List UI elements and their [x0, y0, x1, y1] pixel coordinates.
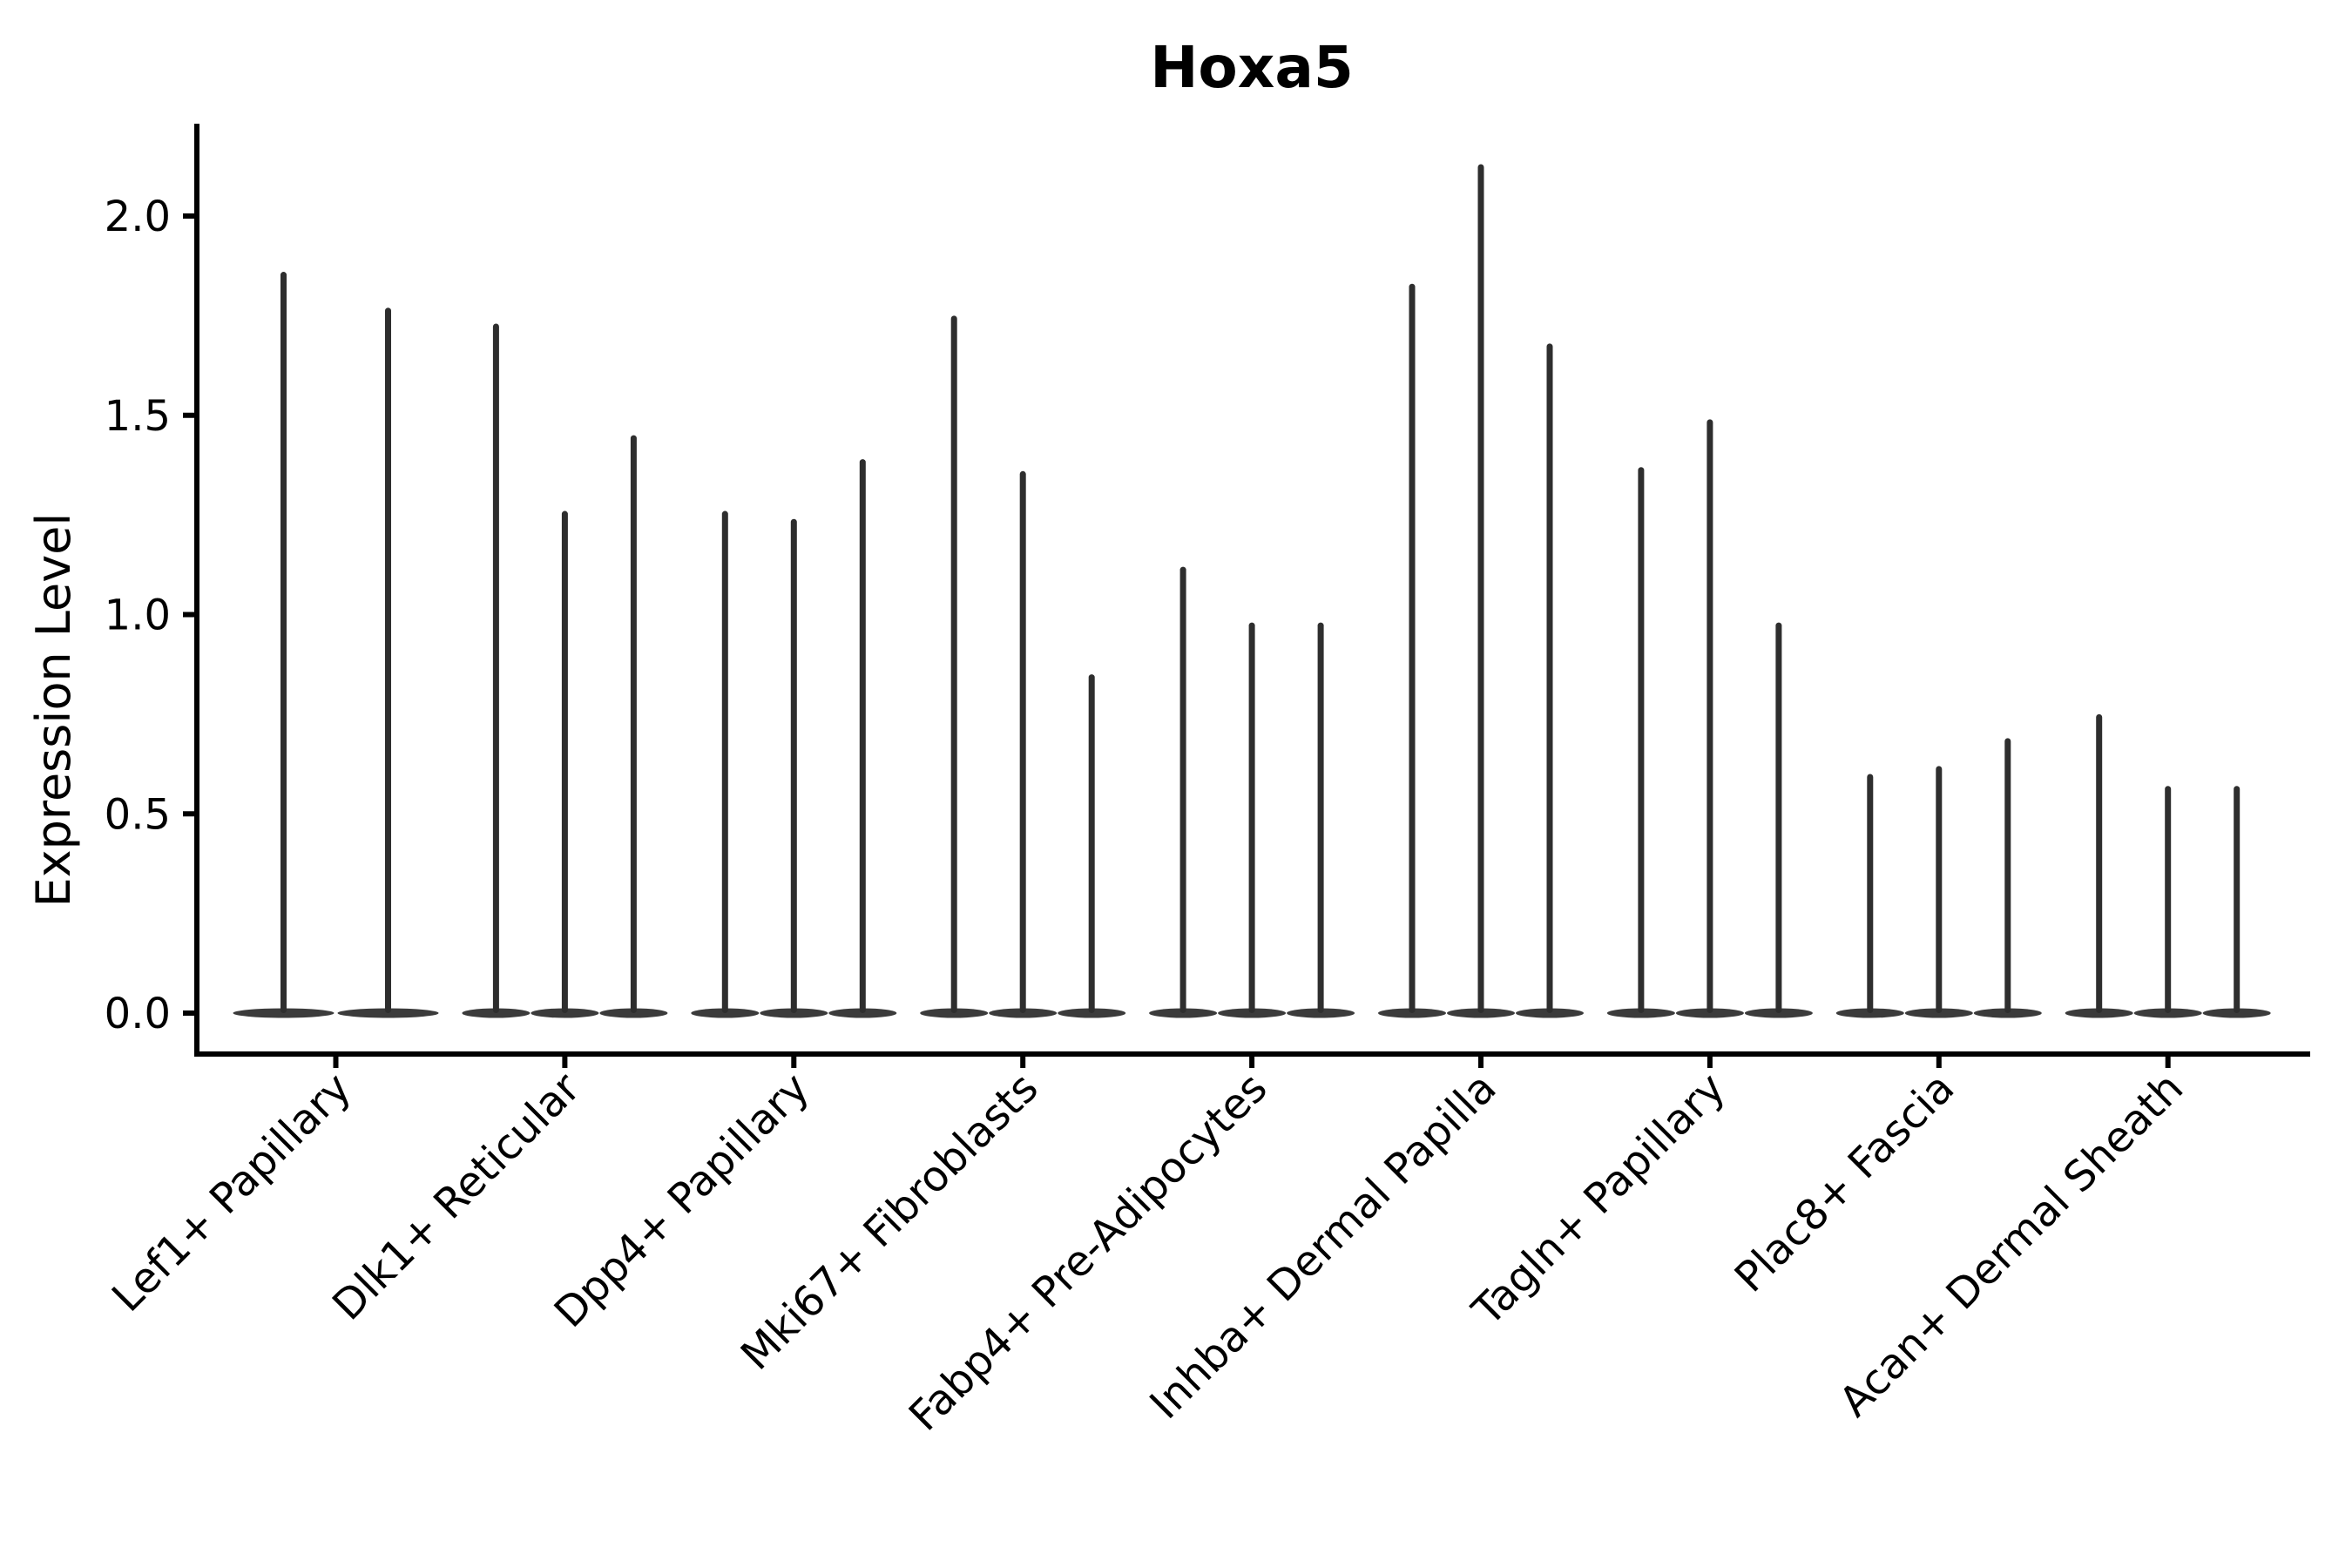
violin-spike	[1867, 774, 1874, 1013]
violin-spike	[385, 308, 391, 1014]
violin-group-1	[233, 272, 439, 1018]
violin-spike	[2096, 713, 2103, 1013]
violin-group-7	[1606, 419, 1813, 1018]
violin-spike	[1477, 164, 1484, 1013]
violin-spike	[1409, 283, 1416, 1013]
violin-base	[828, 1008, 897, 1018]
violin-spike	[2004, 738, 2011, 1013]
violin-spike	[280, 272, 287, 1013]
violin-group-2	[462, 323, 668, 1018]
violin-spike	[630, 435, 637, 1013]
violin-spike	[1019, 470, 1026, 1013]
violin-spike	[721, 510, 728, 1013]
violin-spike	[1546, 343, 1553, 1013]
violin-spike	[1179, 566, 1186, 1013]
violin-spike	[1638, 467, 1645, 1013]
violin-group-5	[1149, 566, 1355, 1018]
violins-layer	[233, 164, 2271, 1018]
y-tick-label: 0.0	[105, 990, 171, 1038]
x-tick-label: Lef1+ Papillary	[103, 1064, 361, 1321]
violin-spike	[790, 518, 797, 1013]
violin-spike	[492, 323, 499, 1013]
violin-spike	[1317, 622, 1324, 1013]
violin-group-6	[1378, 164, 1584, 1018]
y-tick-label: 1.5	[105, 392, 171, 441]
y-tick-label: 2.0	[105, 193, 171, 241]
violin-spike	[1707, 419, 1713, 1013]
x-tick-label: Tagln+ Papillary	[1463, 1064, 1734, 1335]
violin-spike	[2234, 786, 2240, 1013]
violin-group-3	[691, 459, 897, 1018]
violin-spike	[1775, 622, 1782, 1013]
violin-spike	[2165, 786, 2172, 1013]
x-tick-label: Dpp4+ Papillary	[545, 1064, 819, 1337]
y-tick-label: 1.0	[105, 591, 171, 640]
y-tick-label: 0.5	[105, 790, 171, 839]
violin-group-4	[920, 315, 1126, 1018]
x-tick-label: Plac8+ Fascia	[1726, 1064, 1964, 1302]
violin-spike	[561, 510, 568, 1013]
violin-group-9	[2065, 713, 2271, 1018]
violin-spike	[1088, 674, 1095, 1013]
violin-spike	[950, 315, 957, 1013]
violin-base	[1744, 1008, 1813, 1018]
violin-spike	[1936, 766, 1943, 1013]
y-axis-label: Expression Level	[26, 513, 81, 908]
chart-title: Hoxa5	[1150, 34, 1354, 101]
violin-spike	[859, 459, 866, 1013]
violin-spike	[1248, 622, 1255, 1013]
violin-group-8	[1835, 738, 2042, 1018]
x-tick-label: Dlk1+ Reticular	[323, 1064, 590, 1330]
